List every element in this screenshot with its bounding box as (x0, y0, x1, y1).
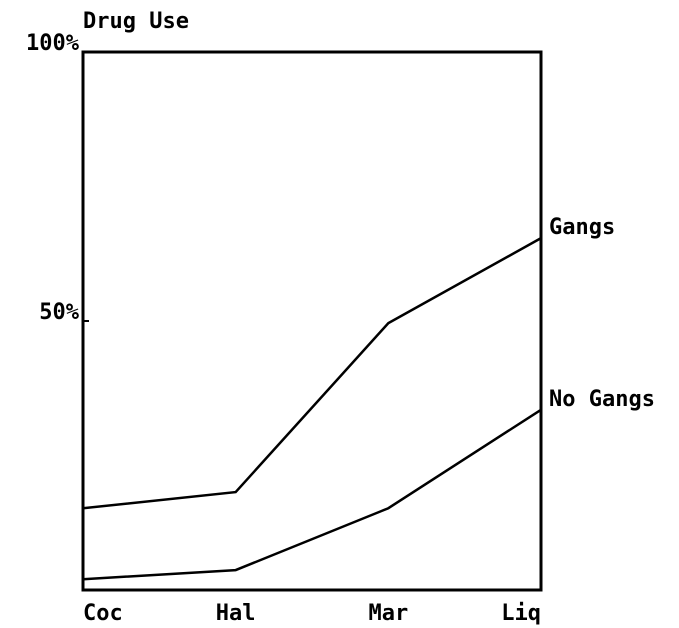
chart-title: Drug Use (83, 9, 189, 34)
series-line (82, 237, 542, 510)
y-tick-label: 100% (26, 31, 80, 56)
x-tick-label: Coc (83, 601, 123, 626)
series-label: No Gangs (549, 387, 655, 412)
series-line (82, 408, 542, 581)
plot-frame (81, 50, 543, 592)
x-tick-label: Liq (501, 601, 541, 626)
series-label: Gangs (549, 215, 615, 240)
x-tick-label: Hal (216, 601, 256, 626)
x-tick-label: Mar (368, 601, 408, 626)
y-tick-label: 50% (39, 300, 79, 325)
